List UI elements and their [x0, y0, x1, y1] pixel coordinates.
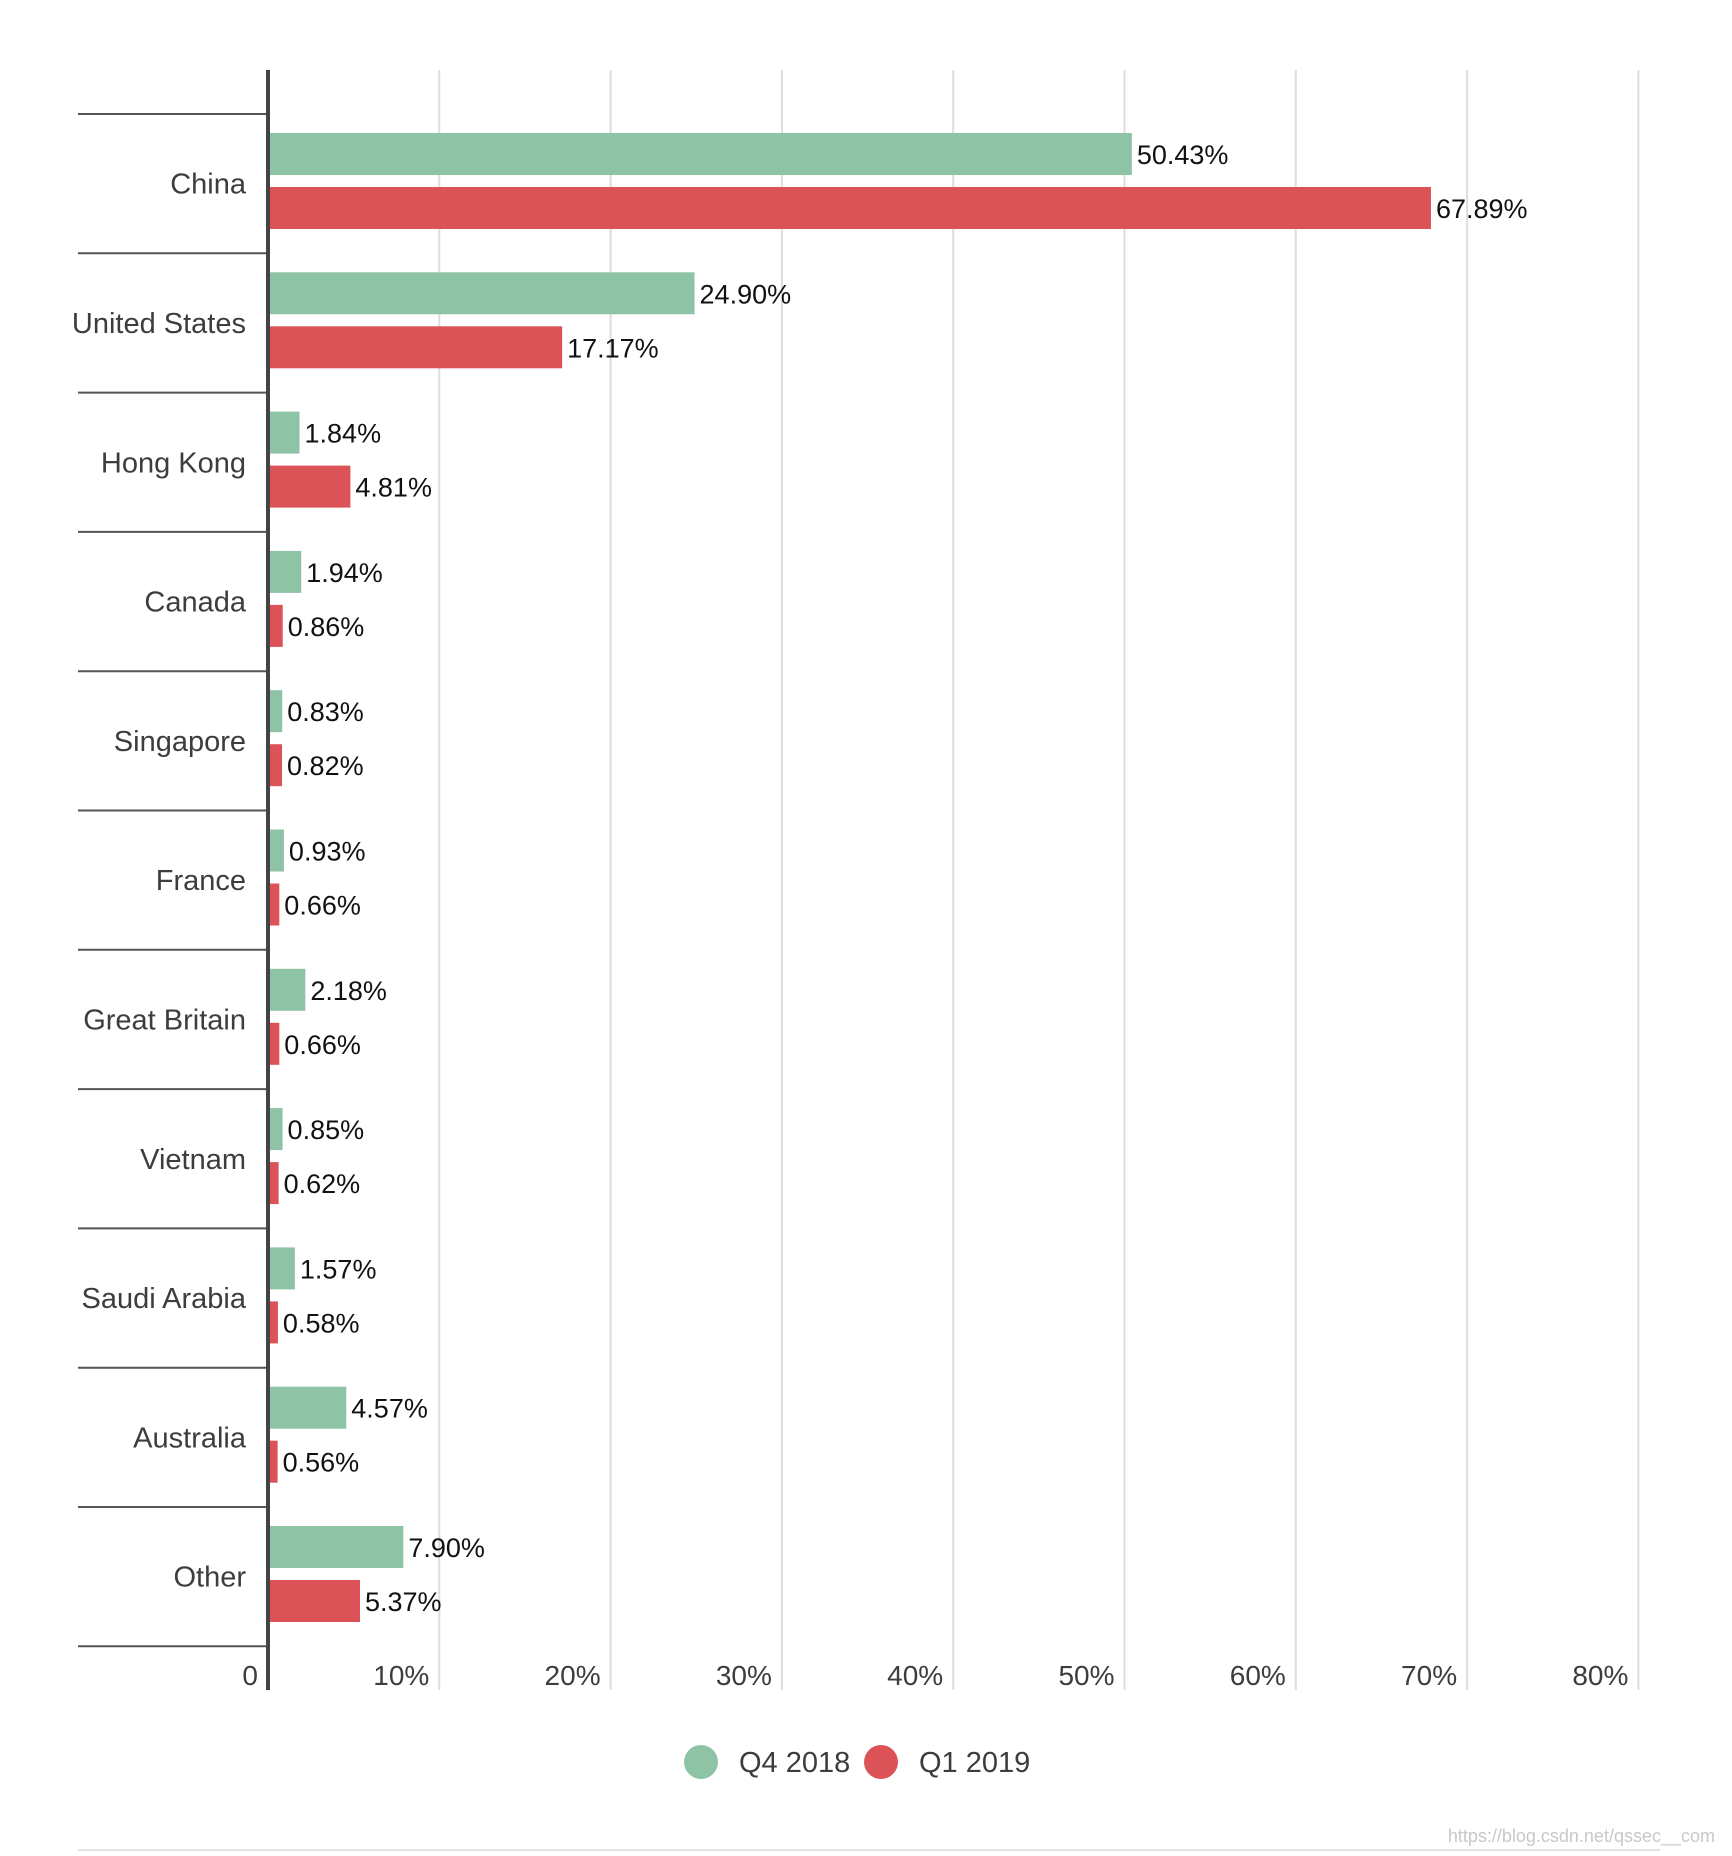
category-separators — [78, 113, 268, 1648]
value-label-hong-kong-q1-2019: 4.81% — [355, 473, 432, 503]
x-tick-label-10: 10% — [373, 1660, 429, 1691]
bar-china-q1-2019 — [268, 187, 1431, 229]
x-axis-tick-labels: 0 10% 20% 30% 40% 50% 60% 70% 80% — [242, 1660, 1628, 1691]
bar-saudi-arabia-q1-2019 — [268, 1301, 278, 1344]
legend-label-q4-2018: Q4 2018 — [739, 1747, 850, 1779]
bar-great-britain-q1-2019 — [268, 1022, 280, 1065]
bar-australia-q1-2019 — [268, 1440, 278, 1483]
bar-vietnam-q1-2019 — [268, 1162, 279, 1205]
category-label-singapore: Singapore — [114, 726, 246, 758]
x-tick-label-50: 50% — [1058, 1660, 1114, 1691]
value-label-canada-q1-2019: 0.86% — [288, 612, 365, 642]
bar-other-q1-2019 — [268, 1580, 360, 1622]
bar-canada-q4-2018 — [268, 550, 302, 593]
x-tick-label-30: 30% — [716, 1660, 772, 1691]
value-label-france-q4-2018: 0.93% — [289, 837, 366, 867]
value-label-other-q1-2019: 5.37% — [365, 1587, 442, 1617]
value-label-great-britain-q1-2019: 0.66% — [284, 1030, 361, 1060]
category-label-great-britain: Great Britain — [83, 1004, 246, 1036]
value-label-canada-q4-2018: 1.94% — [306, 558, 383, 588]
value-label-hong-kong-q4-2018: 1.84% — [305, 419, 382, 449]
legend-item-q1-2019: Q1 2019 — [864, 1745, 1030, 1779]
bar-france-q1-2019 — [268, 883, 280, 926]
bars — [268, 133, 1431, 1622]
x-tick-label-40: 40% — [887, 1660, 943, 1691]
bar-canada-q1-2019 — [268, 604, 283, 647]
value-label-saudi-arabia-q4-2018: 1.57% — [300, 1254, 377, 1284]
category-labels: China United States Hong Kong Canada Singapo… — [72, 169, 247, 1594]
value-label-singapore-q1-2019: 0.82% — [287, 751, 364, 781]
value-label-china-q1-2019: 67.89% — [1436, 194, 1528, 224]
bar-other-q4-2018 — [268, 1526, 404, 1568]
x-tick-label-20: 20% — [545, 1660, 601, 1691]
category-label-united-states: United States — [72, 308, 246, 340]
x-tick-label-70: 70% — [1401, 1660, 1457, 1691]
value-label-australia-q4-2018: 4.57% — [351, 1394, 428, 1424]
legend-label-q1-2019: Q1 2019 — [919, 1747, 1030, 1779]
value-label-australia-q1-2019: 0.56% — [283, 1448, 360, 1478]
value-label-saudi-arabia-q1-2019: 0.58% — [283, 1308, 360, 1338]
value-label-china-q4-2018: 50.43% — [1137, 140, 1229, 170]
legend-swatch-q4-2018 — [684, 1745, 718, 1779]
watermark-text: https://blog.csdn.net/qssec__com — [1448, 1826, 1715, 1847]
value-label-france-q1-2019: 0.66% — [284, 891, 361, 921]
bar-vietnam-q4-2018 — [268, 1108, 283, 1151]
category-label-china: China — [170, 169, 247, 201]
legend-item-q4-2018: Q4 2018 — [684, 1745, 850, 1779]
bar-china-q4-2018 — [268, 133, 1132, 175]
category-label-saudi-arabia: Saudi Arabia — [82, 1283, 247, 1315]
legend-swatch-q1-2019 — [864, 1745, 898, 1779]
bar-singapore-q4-2018 — [268, 690, 283, 733]
bar-france-q4-2018 — [268, 829, 284, 872]
bar-united-states-q4-2018 — [268, 272, 695, 315]
bar-australia-q4-2018 — [268, 1386, 347, 1429]
value-labels: 50.43% 67.89% 24.90% 17.17% 1.84% 4.81% 1.94% 0… — [283, 140, 1528, 1617]
value-label-united-states-q1-2019: 17.17% — [567, 333, 659, 363]
value-label-great-britain-q4-2018: 2.18% — [310, 976, 387, 1006]
category-label-france: France — [156, 865, 246, 897]
category-label-other: Other — [173, 1562, 246, 1594]
value-label-vietnam-q4-2018: 0.85% — [288, 1115, 365, 1145]
legend: Q4 2018 Q1 2019 — [684, 1745, 1030, 1779]
bar-great-britain-q4-2018 — [268, 968, 306, 1011]
value-label-other-q4-2018: 7.90% — [408, 1533, 485, 1563]
x-tick-label-60: 60% — [1230, 1660, 1286, 1691]
bar-saudi-arabia-q4-2018 — [268, 1247, 295, 1290]
bar-hong-kong-q4-2018 — [268, 411, 300, 454]
grid-lines — [438, 70, 1640, 1690]
value-label-vietnam-q1-2019: 0.62% — [284, 1169, 361, 1199]
bar-united-states-q1-2019 — [268, 326, 563, 369]
category-label-hong-kong: Hong Kong — [101, 447, 246, 479]
x-tick-label-80: 80% — [1572, 1660, 1628, 1691]
category-label-canada: Canada — [144, 587, 246, 619]
bar-hong-kong-q1-2019 — [268, 465, 351, 508]
category-label-vietnam: Vietnam — [140, 1144, 246, 1176]
value-label-united-states-q4-2018: 24.90% — [700, 279, 792, 309]
value-label-singapore-q4-2018: 0.83% — [287, 697, 364, 727]
category-label-australia: Australia — [133, 1422, 247, 1454]
x-tick-label-0: 0 — [242, 1660, 258, 1691]
bar-singapore-q1-2019 — [268, 744, 283, 787]
